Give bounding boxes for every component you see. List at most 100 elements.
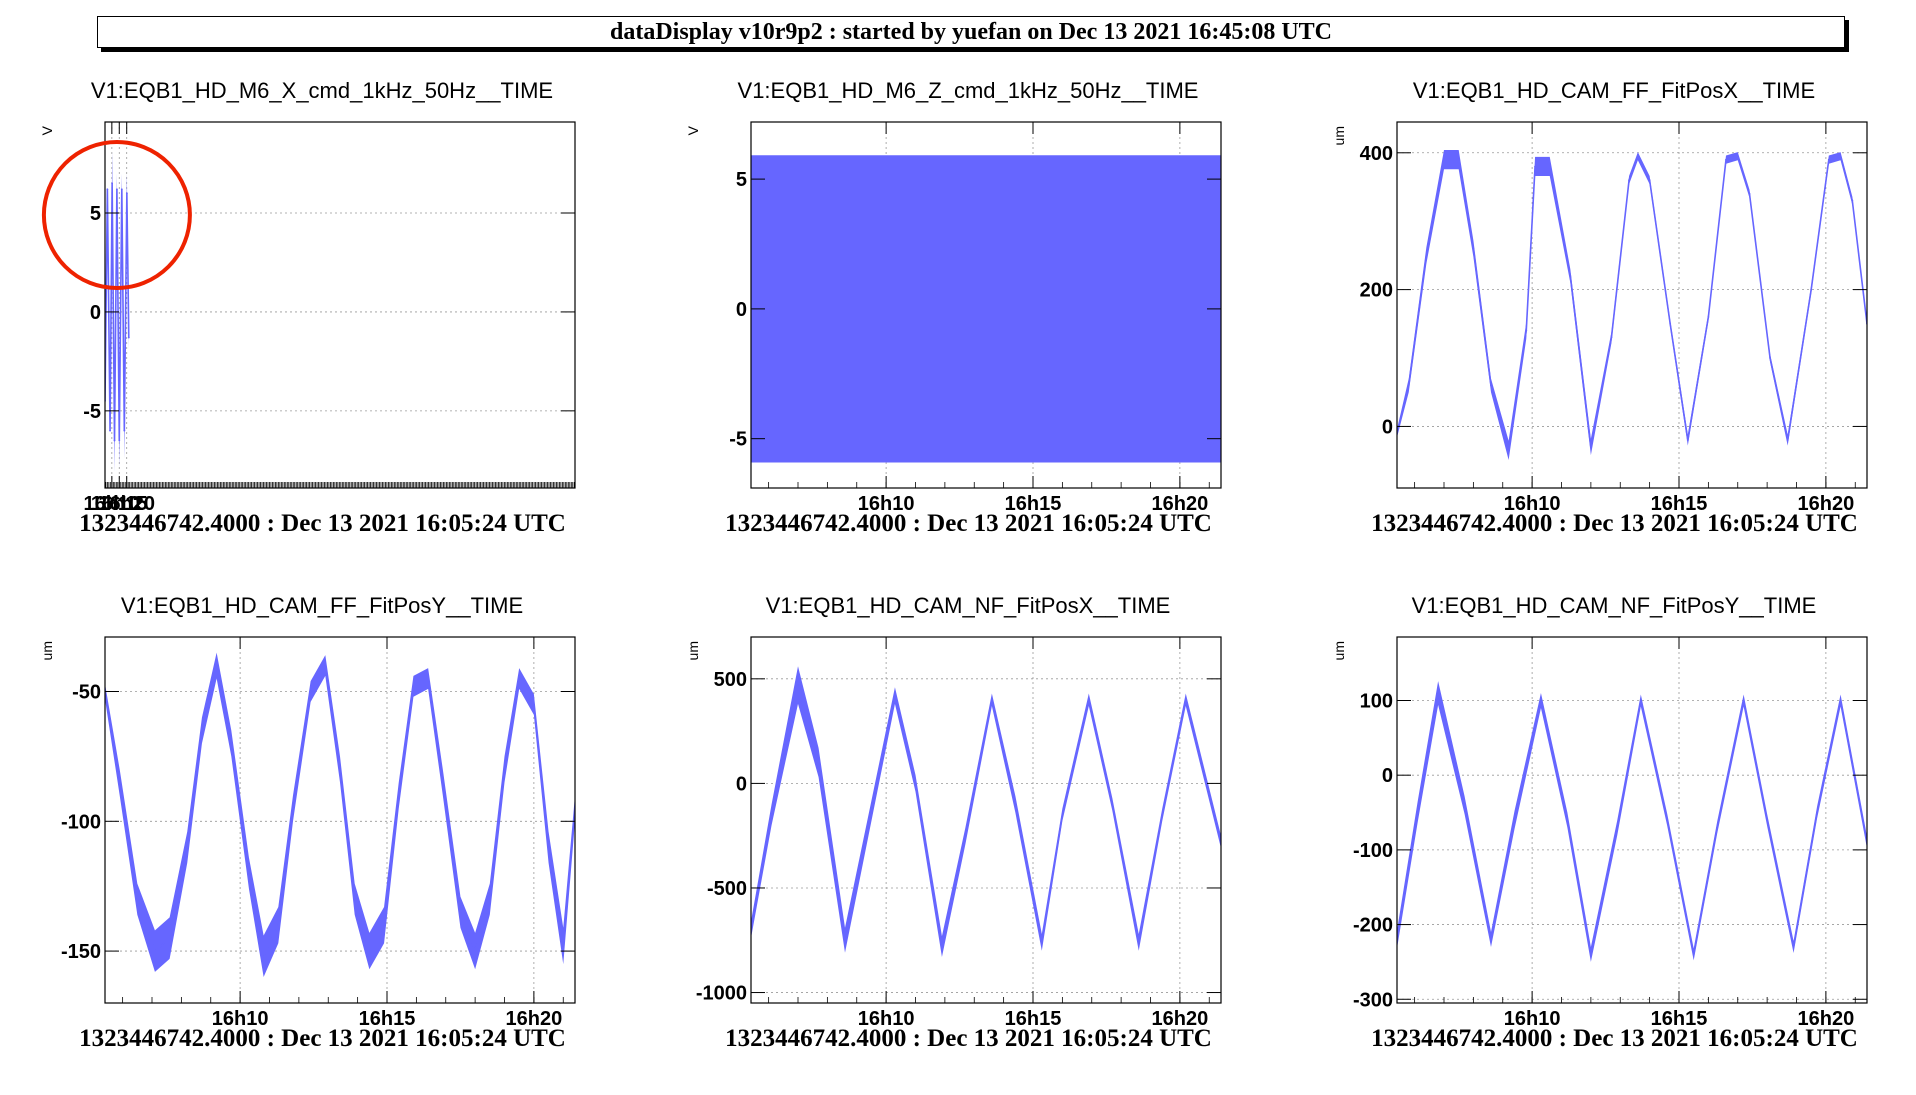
chart-title: V1:EQB1_HD_CAM_NF_FitPosY__TIME (1412, 593, 1817, 618)
data-point (1725, 158, 1727, 161)
x-tick-label: 16h15 (359, 1008, 416, 1030)
data-point (1161, 813, 1164, 816)
series-line (1397, 155, 1867, 452)
series-band (751, 666, 1221, 957)
y-axis-label: V (685, 125, 701, 135)
chart-footer-timestamp: 1323446742.4000 : Dec 13 2021 16:05:24 U… (1371, 1025, 1858, 1052)
series-group (751, 155, 1221, 463)
x-tick-label: 16h20 (1152, 1008, 1209, 1030)
x-tick-label: 16h10 (1504, 1008, 1561, 1030)
data-point (1490, 384, 1492, 387)
data-point (1513, 819, 1516, 821)
data-point (894, 694, 896, 697)
y-tick-label: 5 (90, 203, 101, 225)
data-point (1472, 247, 1475, 250)
series-group (105, 652, 575, 978)
plot-frame (1396, 121, 1868, 489)
series-line (105, 664, 575, 958)
series-area (751, 155, 1221, 463)
data-point (1589, 953, 1592, 956)
data-point (383, 924, 385, 927)
data-point (474, 950, 477, 952)
data-point (1851, 199, 1854, 202)
data-point (201, 729, 203, 732)
data-point (118, 439, 121, 442)
data-point (1443, 158, 1445, 161)
data-point (914, 782, 917, 785)
x-tick-label: 16h10 (858, 493, 915, 515)
chart-title: V1:EQB1_HD_CAM_FF_FitPosX__TIME (1413, 78, 1815, 103)
data-point (1111, 803, 1114, 806)
data-point (397, 794, 400, 797)
data-point (1569, 275, 1572, 277)
data-point (353, 898, 356, 901)
data-point (111, 182, 114, 185)
data-point (1736, 155, 1739, 158)
data-point (412, 685, 415, 688)
data-point (1507, 449, 1510, 452)
chart-footer-timestamp: 1323446742.4000 : Dec 13 2021 16:05:24 U… (1371, 510, 1858, 537)
y-tick-label: 500 (714, 669, 747, 691)
data-point (1457, 158, 1460, 161)
x-tick-label: 16h10 (858, 1008, 915, 1030)
data-point (441, 781, 444, 784)
data-point (1548, 165, 1551, 168)
y-tick-label: 0 (1382, 416, 1393, 438)
data-point (1792, 946, 1795, 948)
x-tick-label: 16h20 (506, 1008, 563, 1030)
data-point (154, 950, 156, 952)
x-tick-label: 16h10 (1504, 493, 1561, 515)
x-tick-label: 16h15 (91, 493, 148, 515)
y-tick-label: -200 (1353, 915, 1393, 937)
y-tick-label: 0 (90, 302, 101, 324)
y-tick-label: 5 (736, 169, 747, 191)
chart-svg: V1:EQB1_HD_M6_X_cmd_1kHz_50Hz__TIME V 16h1… (39, 78, 576, 515)
y-tick-label: 0 (1382, 765, 1393, 787)
data-point (277, 924, 280, 927)
data-point (1540, 699, 1542, 702)
chart-title: V1:EQB1_HD_M6_Z_cmd_1kHz_50Hz__TIME (738, 78, 1199, 103)
series-line (1397, 692, 1867, 956)
data-point (817, 761, 820, 764)
y-axis-label: um (1331, 641, 1347, 660)
x-tick-label: 16h15 (1651, 493, 1708, 515)
plot-frame (104, 636, 576, 1004)
data-point (368, 950, 371, 952)
y-tick-label: -100 (1353, 840, 1393, 862)
data-point (844, 939, 846, 942)
y-axis-label: um (39, 641, 55, 660)
data-point (1589, 446, 1592, 448)
x-tick-label: 16h15 (1005, 493, 1062, 515)
x-tick-label: 16h20 (98, 493, 155, 515)
chart-title: V1:EQB1_HD_CAM_NF_FitPosX__TIME (766, 593, 1171, 618)
data-point (1040, 941, 1043, 944)
plot-frame (750, 121, 1222, 489)
data-point (1525, 329, 1528, 332)
data-point (262, 955, 265, 958)
chart-title: V1:EQB1_HD_CAM_FF_FitPosY__TIME (121, 593, 523, 618)
data-point (488, 898, 491, 901)
data-point (503, 768, 506, 771)
data-point (1827, 158, 1830, 161)
y-tick-label: 200 (1360, 280, 1393, 302)
data-point (1839, 155, 1842, 158)
data-point (1666, 819, 1669, 821)
series-band (1397, 150, 1867, 460)
y-tick-label: -500 (707, 878, 747, 900)
data-point (118, 781, 121, 784)
data-point (1669, 322, 1672, 325)
data-point (1437, 692, 1440, 694)
data-point (1716, 826, 1719, 829)
data-point (427, 677, 430, 680)
data-point (1463, 804, 1466, 806)
app-header: dataDisplay v10r9p2 : started by yuefan … (97, 16, 1845, 48)
chart-panel: V1:EQB1_HD_M6_X_cmd_1kHz_50Hz__TIME V 16h1… (0, 60, 645, 580)
chart-panel: V1:EQB1_HD_CAM_FF_FitPosY__TIME um 16h10 16… (0, 575, 645, 1095)
chart-footer-timestamp: 1323446742.4000 : Dec 13 2021 16:05:24 U… (725, 1025, 1212, 1052)
data-point (532, 703, 535, 706)
plot-frame (750, 636, 1222, 1004)
data-point (1636, 155, 1639, 158)
data-point (339, 768, 341, 771)
chart-panel: V1:EQB1_HD_CAM_FF_FitPosX__TIME um 16h10 16… (1292, 60, 1916, 580)
